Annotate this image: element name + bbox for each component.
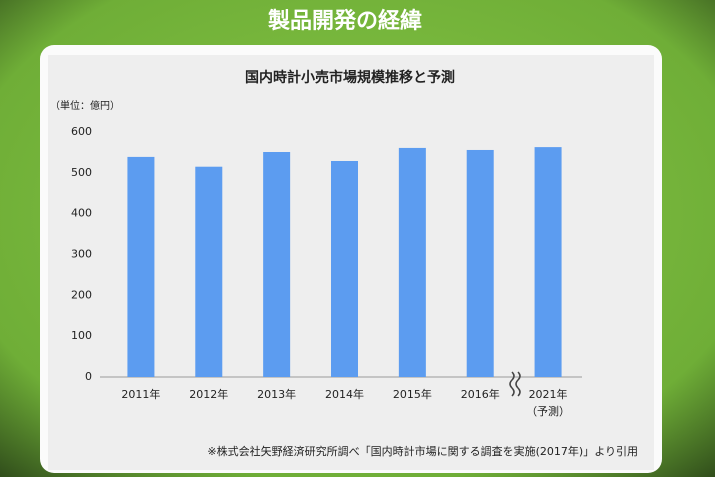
bar xyxy=(263,152,291,377)
bar xyxy=(466,149,494,377)
y-tick-label: 0 xyxy=(85,370,92,383)
axis-break xyxy=(509,371,521,397)
y-tick-label: 100 xyxy=(71,329,92,342)
x-tick-label: 2014年 xyxy=(325,387,364,401)
y-tick-label: 600 xyxy=(71,125,92,138)
x-tick-label: 2013年 xyxy=(257,387,296,401)
chart-title: 国内時計小売市場規模推移と予測 xyxy=(245,69,455,86)
y-tick-label: 200 xyxy=(71,288,92,301)
bar xyxy=(195,166,223,377)
x-tick-label: 2021年 xyxy=(529,387,568,401)
source-note: ※株式会社矢野経済研究所調べ「国内時計市場に関する調査を実施(2017年)」より… xyxy=(207,444,638,458)
y-tick-label: 300 xyxy=(71,248,92,261)
bar xyxy=(127,156,155,377)
x-tick-label: 2011年 xyxy=(121,387,160,401)
x-tick-label: 2012年 xyxy=(189,387,228,401)
y-tick-label: 400 xyxy=(71,207,92,220)
slide-title: 製品開発の経緯 xyxy=(267,8,422,34)
y-unit-label: （単位：億円） xyxy=(50,99,120,112)
bar xyxy=(398,147,426,377)
x-tick-label: 2016年 xyxy=(461,387,500,401)
y-tick-label: 500 xyxy=(71,166,92,179)
x-tick-label: 2015年 xyxy=(393,387,432,401)
bar xyxy=(534,147,562,377)
forecast-note: （予測） xyxy=(526,404,570,418)
bar xyxy=(331,160,358,377)
